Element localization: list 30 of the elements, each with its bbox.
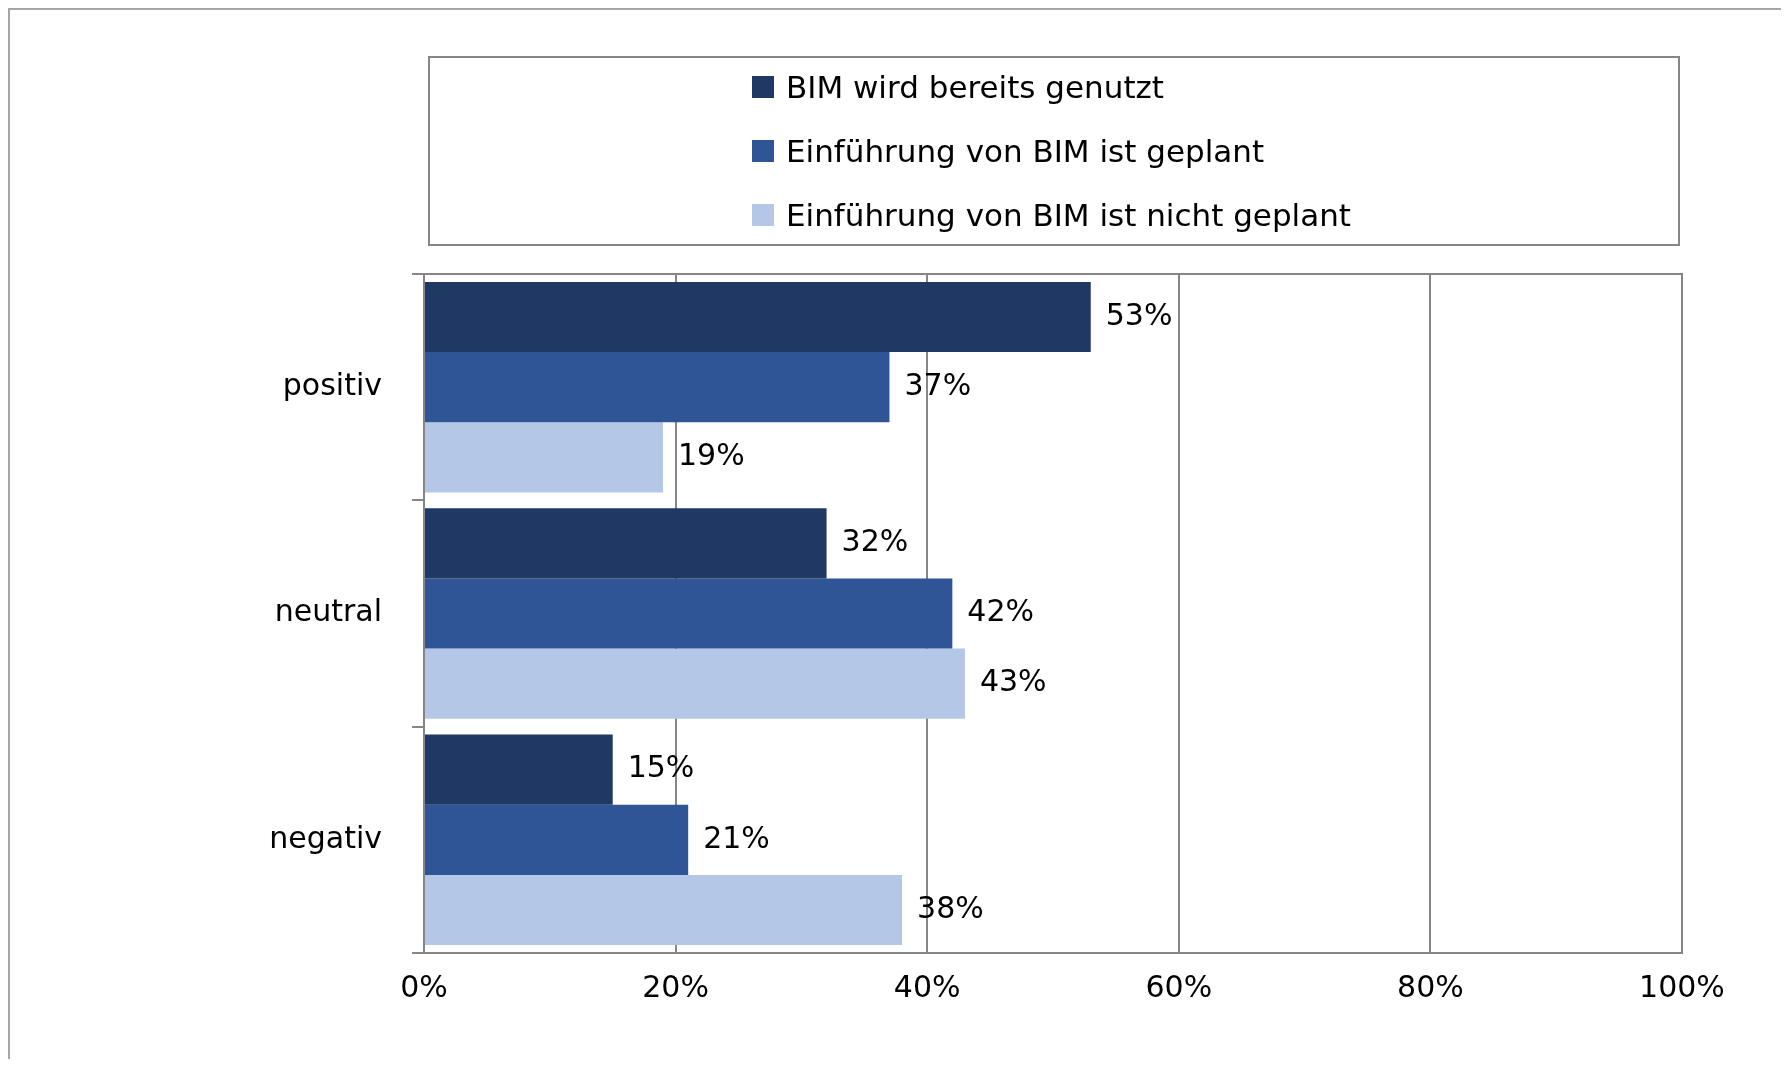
x-tick-label: 100% [1639, 968, 1725, 1004]
data-label: 19% [678, 437, 745, 473]
x-tick-label: 0% [400, 968, 448, 1004]
data-label: 15% [627, 749, 695, 785]
legend-label: Einführung von BIM ist nicht geplant [786, 196, 1352, 235]
bar [425, 281, 1091, 353]
bar [425, 352, 890, 423]
bar [425, 422, 664, 493]
bar [425, 874, 903, 946]
y-tick-label: neutral [274, 593, 382, 629]
data-label: 38% [917, 889, 984, 925]
y-tick-label: negativ [269, 819, 382, 855]
bar [425, 734, 613, 805]
bar [425, 508, 827, 579]
x-tick-label: 80% [1397, 968, 1464, 1004]
bar [425, 648, 965, 719]
x-tick-label: 60% [1145, 968, 1213, 1004]
data-label: 37% [904, 366, 972, 402]
x-tick-label: 40% [893, 968, 961, 1004]
data-label: 53% [1105, 296, 1173, 332]
legend-label: Einführung von BIM ist geplant [786, 132, 1265, 171]
data-label: 43% [979, 663, 1047, 699]
x-tick-label: 20% [642, 968, 709, 1004]
data-label: 32% [841, 523, 909, 559]
bar [425, 578, 953, 649]
legend-label: BIM wird bereits genutzt [786, 68, 1164, 107]
bar [425, 804, 689, 875]
data-label: 21% [703, 819, 770, 855]
y-tick-label: positiv [282, 366, 382, 402]
data-label: 42% [967, 593, 1035, 629]
